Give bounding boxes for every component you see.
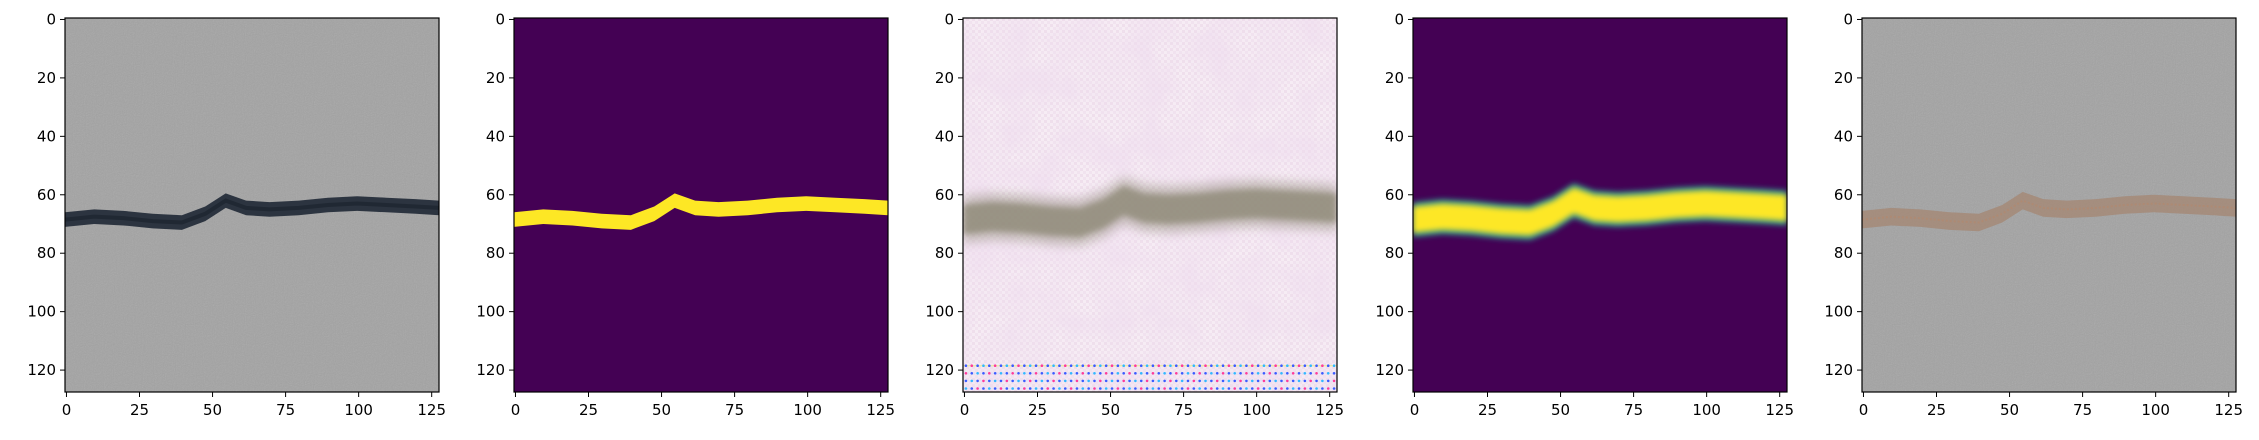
x-tick-label: 100 xyxy=(1242,401,1271,419)
x-tick-label: 100 xyxy=(2141,401,2170,419)
x-tick-label: 75 xyxy=(1174,401,1193,419)
y-tick-label: 0 xyxy=(495,10,505,28)
axes-frame xyxy=(1861,17,2237,393)
x-tick-label: 25 xyxy=(1478,401,1497,419)
predicted-crack xyxy=(1413,187,1787,236)
reconstruction-image xyxy=(963,18,1337,392)
y-tick-label: 80 xyxy=(1385,244,1404,262)
x-tick-label: 0 xyxy=(1859,401,1869,419)
y-tick-label: 60 xyxy=(37,186,56,204)
y-tick-label: 120 xyxy=(1375,361,1404,379)
x-tick-label: 50 xyxy=(1551,401,1570,419)
x-tick-label: 125 xyxy=(417,401,446,419)
y-tick-label: 120 xyxy=(925,361,954,379)
input-image-image xyxy=(65,18,439,392)
x-tick-label: 75 xyxy=(1624,401,1643,419)
y-tick-label: 60 xyxy=(935,186,954,204)
y-tick-label: 40 xyxy=(1834,127,1853,145)
y-tick-label: 60 xyxy=(486,186,505,204)
axes-frame xyxy=(64,17,440,393)
y-tick-label: 20 xyxy=(1834,69,1853,87)
panel-input-image: 0 25 50 75 100 125 0 20 40 60 80 100 120 xyxy=(27,10,446,419)
y-tick-label: 40 xyxy=(935,127,954,145)
y-tick-label: 80 xyxy=(486,244,505,262)
y-tick-label: 0 xyxy=(46,10,56,28)
ground-truth-mask-image xyxy=(514,18,888,392)
x-tick-label: 50 xyxy=(652,401,671,419)
y-tick-label: 40 xyxy=(486,127,505,145)
x-tick-label: 25 xyxy=(1927,401,1946,419)
y-tick-label: 80 xyxy=(37,244,56,262)
x-tick-label: 125 xyxy=(1315,401,1344,419)
x-tick-label: 125 xyxy=(866,401,895,419)
overlay-image xyxy=(1862,18,2236,392)
x-tick-label: 50 xyxy=(2000,401,2019,419)
y-tick-label: 120 xyxy=(27,361,56,379)
x-tick-label: 0 xyxy=(511,401,521,419)
x-tick-label: 75 xyxy=(276,401,295,419)
y-tick-label: 20 xyxy=(935,69,954,87)
y-tick-label: 20 xyxy=(37,69,56,87)
y-tick-label: 40 xyxy=(37,127,56,145)
panel-ground-truth-mask: 0 25 50 75 100 125 0 20 40 60 80 100 120 xyxy=(476,10,895,419)
x-tick-label: 25 xyxy=(130,401,149,419)
reconstructed-crack xyxy=(963,186,1337,238)
x-tick-label: 100 xyxy=(1692,401,1721,419)
panel-predicted-mask: 0 25 50 75 100 125 0 20 40 60 80 100 120 xyxy=(1375,10,1794,419)
y-tick-label: 100 xyxy=(27,303,56,321)
y-tick-label: 120 xyxy=(1824,361,1853,379)
x-tick-label: 75 xyxy=(725,401,744,419)
panel-reconstruction: 0 25 50 75 100 125 0 20 40 60 80 100 120 xyxy=(925,10,1344,419)
x-tick-label: 125 xyxy=(1765,401,1794,419)
y-tick-label: 120 xyxy=(476,361,505,379)
x-tick-label: 50 xyxy=(1101,401,1120,419)
axes-frame xyxy=(1412,17,1788,393)
predicted-mask-image xyxy=(1413,18,1787,392)
x-tick-label: 0 xyxy=(960,401,970,419)
y-tick-label: 0 xyxy=(944,10,954,28)
y-tick-label: 20 xyxy=(1385,69,1404,87)
mask-crack xyxy=(514,193,888,230)
y-tick-label: 60 xyxy=(1834,186,1853,204)
axes-frame xyxy=(962,17,1338,393)
y-tick-label: 80 xyxy=(1834,244,1853,262)
x-tick-label: 0 xyxy=(62,401,72,419)
x-tick-label: 75 xyxy=(2073,401,2092,419)
y-tick-label: 80 xyxy=(935,244,954,262)
x-tick-label: 125 xyxy=(2214,401,2243,419)
panel-overlay: 0 25 50 75 100 125 0 20 40 60 80 100 120 xyxy=(1824,10,2243,419)
x-tick-label: 0 xyxy=(1410,401,1420,419)
x-tick-label: 100 xyxy=(344,401,373,419)
y-tick-label: 60 xyxy=(1385,186,1404,204)
y-tick-label: 100 xyxy=(925,303,954,321)
y-tick-label: 100 xyxy=(476,303,505,321)
y-tick-label: 0 xyxy=(1843,10,1853,28)
x-tick-label: 25 xyxy=(1028,401,1047,419)
y-tick-label: 20 xyxy=(486,69,505,87)
y-tick-label: 100 xyxy=(1824,303,1853,321)
axes-frame xyxy=(513,17,889,393)
x-tick-label: 100 xyxy=(793,401,822,419)
x-tick-label: 50 xyxy=(203,401,222,419)
y-tick-label: 100 xyxy=(1375,303,1404,321)
x-tick-label: 25 xyxy=(579,401,598,419)
y-tick-label: 40 xyxy=(1385,127,1404,145)
y-tick-label: 0 xyxy=(1394,10,1404,28)
